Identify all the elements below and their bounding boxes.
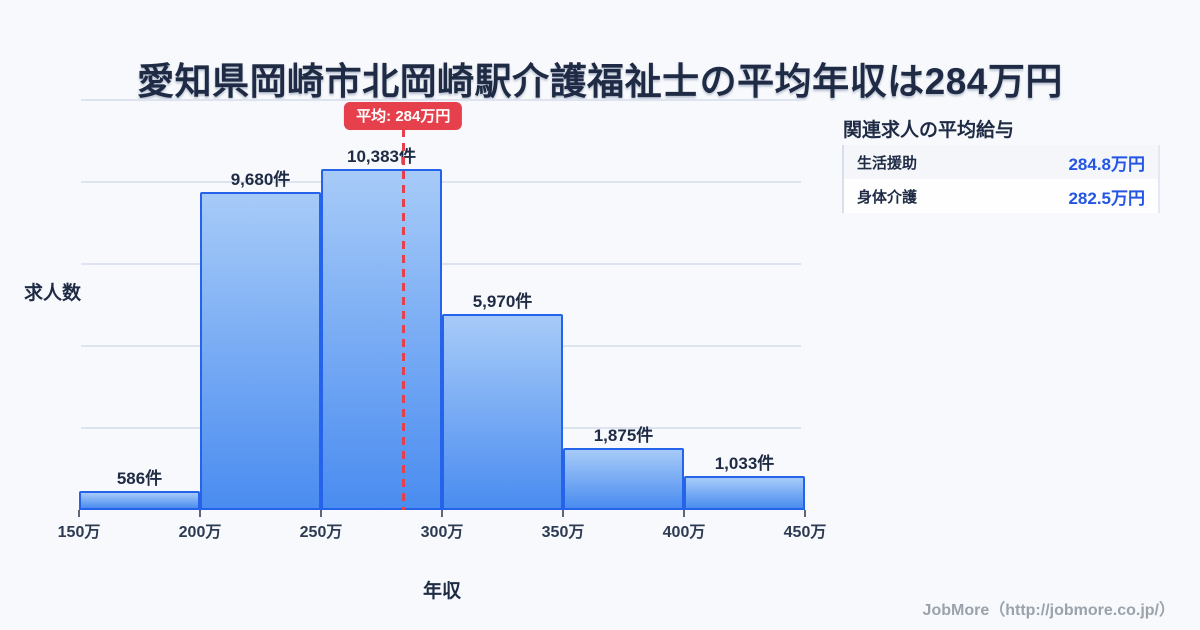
x-axis-tick xyxy=(804,510,806,517)
x-axis-tick xyxy=(78,510,80,517)
bar-value-label: 1,875件 xyxy=(593,426,654,445)
bar-value-label: 1,033件 xyxy=(714,454,775,473)
x-axis-tick-label: 200万 xyxy=(178,524,222,541)
x-axis-tick xyxy=(199,510,201,517)
histogram-bar xyxy=(200,192,321,510)
related-job-value: 284.8万円 xyxy=(1068,154,1145,174)
x-axis-tick-label: 350万 xyxy=(541,524,585,541)
average-dashed-line xyxy=(401,129,405,510)
related-job-label: 身体介護 xyxy=(857,188,918,206)
bar-value-label: 586件 xyxy=(116,469,163,488)
x-axis-label: 年収 xyxy=(422,581,462,602)
histogram-bar xyxy=(442,314,563,510)
bar-value-label: 5,970件 xyxy=(472,292,533,311)
x-axis-tick xyxy=(320,510,322,517)
x-axis-tick-label: 250万 xyxy=(299,524,343,541)
bar-value-label: 9,680件 xyxy=(230,170,291,189)
x-axis-tick xyxy=(441,510,443,517)
x-axis-tick-label: 400万 xyxy=(662,524,706,541)
average-badge: 平均: 284万円 xyxy=(344,102,463,130)
related-job-label: 生活援助 xyxy=(857,154,918,172)
related-jobs-table: 生活援助 284.8万円身体介護 282.5万円 xyxy=(842,145,1160,213)
credit: JobMore（http://jobmore.co.jp/） xyxy=(922,602,1175,619)
x-axis-tick-label: 150万 xyxy=(57,524,101,541)
related-panel-title: 関連求人の平均給与 xyxy=(843,119,1015,141)
histogram-bar xyxy=(684,476,805,510)
gridline-12500 xyxy=(81,99,801,101)
bar-value-label: 10,383件 xyxy=(347,147,416,166)
y-axis-label: 求人数 xyxy=(24,283,82,304)
histogram-bar xyxy=(563,448,684,510)
x-axis-tick xyxy=(683,510,685,517)
related-job-row: 身体介護 282.5万円 xyxy=(844,179,1158,213)
related-job-row: 生活援助 284.8万円 xyxy=(844,145,1158,179)
x-axis-tick xyxy=(562,510,564,517)
histogram-bar xyxy=(79,491,200,510)
page-title: 愛知県岡崎市北岡崎駅介護福祉士の平均年収は284万円 xyxy=(137,60,1063,102)
x-axis-tick-label: 450万 xyxy=(783,524,827,541)
histogram-bar xyxy=(321,169,442,510)
related-job-value: 282.5万円 xyxy=(1068,188,1145,208)
x-axis-tick-label: 300万 xyxy=(420,524,464,541)
